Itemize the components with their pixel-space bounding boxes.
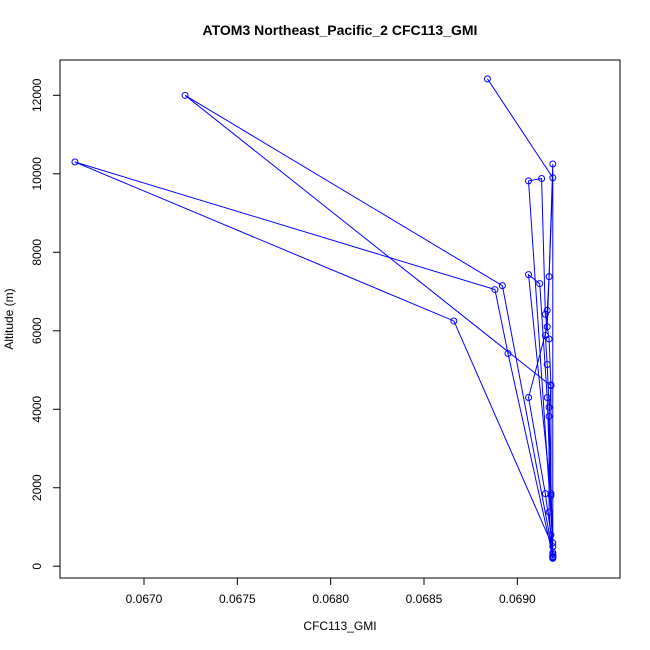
x-tick-label: 0.0670 bbox=[126, 592, 163, 606]
data-point bbox=[181, 91, 189, 99]
data-point bbox=[541, 331, 549, 339]
y-tick-label: 8000 bbox=[30, 239, 44, 266]
data-point bbox=[545, 403, 553, 411]
data-point bbox=[491, 286, 499, 294]
data-point bbox=[71, 158, 79, 166]
series-line bbox=[487, 78, 554, 558]
x-tick-label: 0.0675 bbox=[219, 592, 256, 606]
series-line bbox=[74, 161, 554, 557]
y-tick-label: 10000 bbox=[30, 157, 44, 191]
data-point bbox=[545, 335, 553, 343]
data-point bbox=[543, 306, 551, 314]
x-axis-label: CFC113_GMI bbox=[303, 619, 376, 633]
data-series bbox=[525, 271, 557, 558]
data-point bbox=[543, 361, 551, 369]
data-point bbox=[483, 75, 491, 83]
data-point bbox=[549, 550, 557, 558]
data-point bbox=[549, 160, 557, 168]
data-point bbox=[549, 554, 557, 562]
plot-area bbox=[59, 59, 621, 579]
y-tick-label: 6000 bbox=[30, 317, 44, 344]
data-point bbox=[525, 177, 533, 185]
x-tick-label: 0.0690 bbox=[499, 592, 536, 606]
data-point bbox=[543, 393, 551, 401]
x-tick-label: 0.0680 bbox=[312, 592, 349, 606]
y-axis-label: Altitude (m) bbox=[2, 288, 16, 349]
data-series bbox=[71, 158, 557, 560]
y-tick-label: 12000 bbox=[30, 78, 44, 112]
series-line bbox=[527, 273, 554, 555]
data-point bbox=[498, 282, 506, 290]
data-point bbox=[538, 175, 546, 183]
x-axis: 0.0670 0.0675 0.0680 0.0685 0.0690 bbox=[126, 577, 536, 606]
y-axis: 0 2000 4000 6000 8000 10000 12000 bbox=[30, 78, 61, 570]
data-point bbox=[545, 273, 553, 281]
data-point bbox=[525, 393, 533, 401]
x-tick-label: 0.0685 bbox=[406, 592, 443, 606]
data-point bbox=[536, 280, 544, 288]
data-point bbox=[450, 317, 458, 325]
y-tick-label: 0 bbox=[30, 563, 44, 570]
data-point bbox=[504, 350, 512, 358]
data-series bbox=[181, 91, 557, 561]
series-layer bbox=[71, 75, 557, 562]
series-line bbox=[184, 94, 554, 558]
data-point bbox=[547, 492, 555, 500]
data-point bbox=[525, 271, 533, 279]
y-tick-label: 4000 bbox=[30, 396, 44, 423]
data-point bbox=[541, 310, 549, 318]
data-series bbox=[483, 75, 557, 562]
chart-title: ATOM3 Northeast_Pacific_2 CFC113_GMI bbox=[203, 22, 478, 38]
y-tick-label: 2000 bbox=[30, 474, 44, 501]
